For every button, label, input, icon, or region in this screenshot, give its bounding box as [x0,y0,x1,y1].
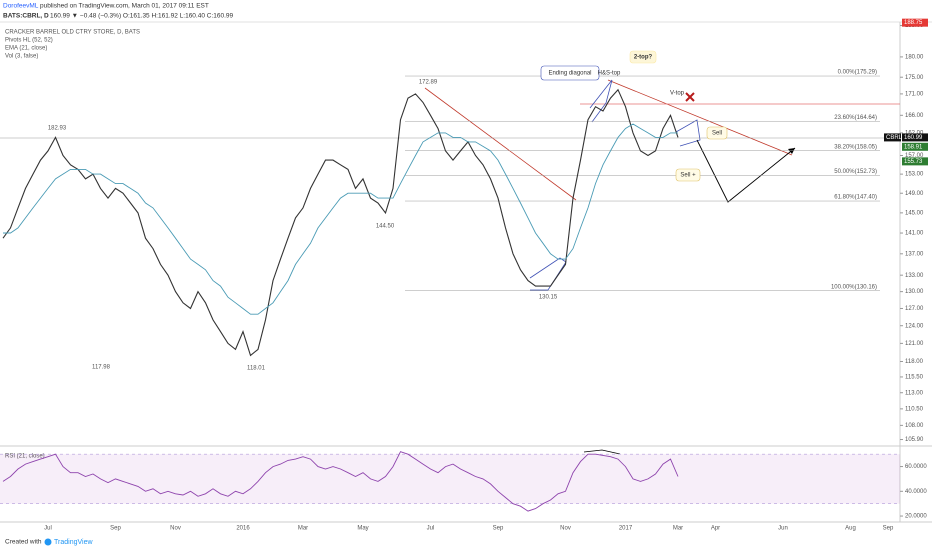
x-tick-label: 2017 [619,526,633,532]
y-tick-label: 175.00 [905,75,924,81]
y-tick-label: 153.00 [905,172,924,178]
price-tag [902,157,928,166]
wedge [675,119,701,147]
arrow-head [788,148,795,154]
cross-mark [685,92,695,102]
quote: 160.99 ▼ −0.48 (−0.3%) O:161.35 H:161.92… [50,13,234,20]
fib-label: 38.20%(158.05) [834,144,877,150]
series-line [2,451,679,512]
annotation-box [629,50,657,64]
pivot-label: 118.01 [247,366,266,372]
y-tick-label: 137.00 [905,251,924,257]
x-tick-label: Jun [778,526,788,532]
y-tick-label: 133.00 [905,273,924,279]
y-tick-label: 149.00 [905,191,924,197]
x-tick-label: Mar [673,526,683,532]
annotation-box [675,168,701,182]
y-tick-label: 20.0000 [905,514,927,520]
x-tick-label: Nov [170,526,181,532]
divergence-arrow [583,449,621,455]
x-tick-label: Jul [44,526,52,532]
price-tag-label: 158.91 [904,144,923,150]
pivot-label: 117.98 [92,365,111,371]
price-tag-label: 188.75 [904,20,923,26]
fib-label: 50.00%(152.73) [834,169,877,175]
author[interactable]: DorofeevML [3,3,39,10]
series-line [3,123,678,315]
annotation: Ending diagonal [548,71,591,77]
x-tick-label: Apr [711,526,720,532]
y-tick-label: 180.00 [905,54,924,60]
y-tick-label: 113.00 [905,390,924,396]
series-line [2,88,679,357]
legend-entry: RSI (21, close) [5,454,45,460]
annotation: V-top [670,91,685,97]
symbol: BATS:CBRL, D [3,13,49,20]
symbol-tag [884,133,901,142]
annotation-box [706,126,728,140]
y-tick-label: 127.00 [905,306,924,312]
pivot-label: 130.15 [539,295,558,301]
x-tick-label: Sep [493,526,504,532]
x-tick-label: Sep [110,526,121,532]
x-tick-label: Jul [427,526,435,532]
price-tag [902,142,928,151]
y-tick-label: 105.90 [905,437,924,443]
diagonal [589,79,613,123]
y-tick-label: 124.00 [905,323,924,329]
price-tag-label: 155.73 [904,159,923,165]
projection-arrow [696,139,796,203]
published: published on TradingView.com, March 01, … [40,3,209,10]
x-tick-label: May [357,526,368,532]
x-tick-label: Mar [298,526,308,532]
annotation: 2-top? [634,55,653,61]
y-tick-label: 108.00 [905,423,924,429]
footer-brand[interactable]: TradingView [54,539,93,546]
y-tick-label: 115.50 [905,375,924,381]
pivot-label: 144.50 [376,224,395,230]
price-tag [902,18,928,27]
legend-entry: Pivots HL (52, 52) [5,38,53,44]
y-tick-label: 40.0000 [905,489,927,495]
symbol-tag-label: CBRL [886,135,903,141]
x-tick-label: Aug [845,526,856,532]
trend-line [424,87,577,201]
legend-entry: Vol (3, false) [5,54,38,60]
pivot-label: 182.93 [48,126,67,132]
price-tag [902,133,928,142]
annotation: Sell [712,131,722,137]
y-tick-label: 145.00 [905,210,924,216]
y-tick-label: 118.00 [905,359,924,365]
y-tick-label: 130.00 [905,289,924,295]
annotation-box [540,65,600,81]
y-tick-label: 60.0000 [905,464,927,470]
legend-entry: CRACKER BARREL OLD CTRY STORE, D, BATS [5,30,140,36]
rsi-band [0,454,900,504]
fib-label: 61.80%(147.40) [834,195,877,201]
y-tick-label: 166.00 [905,113,924,119]
fib-label: 23.60%(164.64) [834,115,877,121]
annotation: Sell + [680,173,696,179]
trend-line [607,79,793,156]
y-tick-label: 157.00 [905,153,924,159]
footer-created: Created with [5,539,42,546]
legend-entry: EMA (21, close) [5,46,47,52]
fib-label: 100.00%(130.16) [831,284,877,290]
annotation: H&S-top [598,71,621,77]
y-tick-label: 171.00 [905,91,924,97]
pivot-label: 172.89 [419,80,438,86]
y-tick-label: 141.00 [905,231,924,237]
y-tick-label: 110.50 [905,406,924,412]
x-tick-label: Sep [883,526,894,532]
x-tick-label: Nov [560,526,571,532]
y-tick-label: 121.00 [905,341,924,347]
x-tick-label: 2016 [236,526,250,532]
price-tag-label: 160.99 [904,135,923,141]
logo [44,538,52,546]
drawings [0,79,900,455]
fib-label: 0.00%(175.29) [838,70,877,76]
